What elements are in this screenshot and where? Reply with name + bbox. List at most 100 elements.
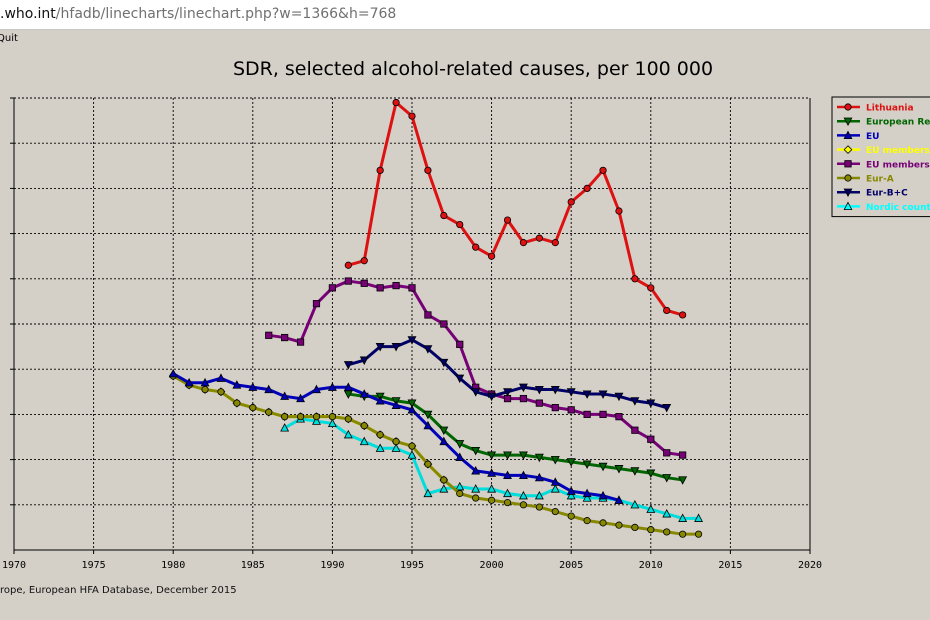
data-point (344, 261, 352, 269)
data-point (534, 472, 544, 482)
data-point (456, 220, 464, 229)
data-point (534, 385, 544, 395)
data-point (200, 377, 210, 387)
data-point (503, 216, 512, 224)
data-point (567, 198, 575, 206)
data-point (534, 490, 544, 500)
data-point (582, 460, 592, 469)
data-point (360, 279, 368, 287)
x-tick-label: 2020 (798, 560, 822, 571)
data-point (455, 452, 465, 461)
data-point (487, 392, 497, 402)
data-point (487, 496, 496, 504)
series-line (348, 392, 683, 482)
legend-label: EU (866, 132, 879, 142)
data-point (678, 513, 688, 522)
data-point (582, 488, 592, 498)
legend-label: Lithuania (866, 104, 914, 114)
data-point (663, 449, 671, 457)
x-axis: 1970 1975 1980 1985 1990 1995 2000 2005 2010 2015… (2, 550, 822, 571)
data-point (280, 423, 290, 432)
data-point (440, 320, 448, 328)
data-point (265, 408, 273, 416)
legend-entry: Lithuania (837, 103, 914, 114)
data-point (472, 494, 480, 502)
data-point (360, 422, 368, 430)
data-point (407, 336, 417, 345)
data-point (328, 413, 336, 421)
data-point (376, 431, 384, 439)
data-point (582, 390, 592, 399)
data-point (375, 342, 385, 352)
data-point (503, 451, 512, 460)
data-point (679, 451, 687, 459)
data-point (662, 474, 672, 483)
x-tick-label: 2005 (559, 560, 583, 571)
data-point (519, 501, 528, 509)
data-point (391, 342, 401, 352)
series-line (172, 372, 620, 502)
data-point (518, 451, 528, 460)
data-point (646, 399, 656, 408)
x-tick-label: 1990 (320, 560, 344, 571)
series-line (347, 101, 684, 317)
data-point (233, 399, 241, 407)
data-point (647, 526, 655, 534)
data-point (599, 166, 607, 174)
browser-address-bar[interactable]: .who.int/hfadb/linecharts/linechart.php?… (0, 0, 930, 30)
data-point (343, 361, 353, 370)
data-point (343, 429, 353, 439)
x-tick-label: 2010 (639, 560, 663, 571)
data-point (647, 284, 655, 292)
legend-label: European Re (866, 118, 930, 128)
data-point (631, 275, 639, 283)
data-point (359, 356, 369, 366)
data-point (343, 382, 353, 391)
x-tick-label: 2000 (480, 560, 504, 571)
data-point (440, 211, 448, 220)
data-point (456, 489, 464, 498)
legend-entry: EU members (837, 145, 930, 156)
data-point (550, 477, 560, 486)
legend-box (831, 96, 930, 218)
quit-menu-item[interactable]: Quit (0, 33, 18, 44)
series-eu-members-since-2004-or-2007 (265, 277, 687, 459)
data-point (375, 395, 385, 405)
legend-entry: Eur-B+C (837, 188, 908, 199)
data-point (630, 467, 640, 476)
data-point (456, 340, 464, 348)
legend-label: Eur-B+C (866, 189, 908, 199)
data-point (296, 393, 306, 403)
data-point (423, 488, 433, 498)
data-point (662, 508, 672, 518)
data-point (312, 413, 321, 421)
series-eu (168, 368, 624, 504)
data-point (598, 390, 608, 399)
data-point (518, 383, 528, 393)
data-point (471, 466, 481, 475)
data-point (843, 201, 853, 211)
data-point (647, 435, 655, 443)
x-tick-label: 1980 (161, 560, 185, 571)
data-point (392, 281, 400, 290)
url-text[interactable]: .who.int/hfadb/linecharts/linechart.php?… (0, 6, 396, 22)
data-point (264, 384, 274, 394)
data-point (582, 493, 592, 502)
url-host: .who.int (0, 6, 56, 22)
data-point (455, 440, 465, 449)
data-point (359, 436, 369, 446)
data-point (567, 512, 575, 520)
data-point (550, 484, 560, 493)
data-point (519, 239, 528, 247)
menu-bar (0, 30, 930, 48)
x-tick-label: 2015 (718, 560, 742, 571)
data-point (232, 380, 242, 389)
series-european-region (343, 390, 688, 485)
data-point (518, 470, 528, 480)
data-point (168, 368, 178, 378)
data-point (407, 399, 417, 408)
data-point (583, 410, 591, 419)
data-point (312, 416, 321, 425)
data-point (487, 252, 496, 260)
legend-label: Eur-A (866, 175, 894, 185)
